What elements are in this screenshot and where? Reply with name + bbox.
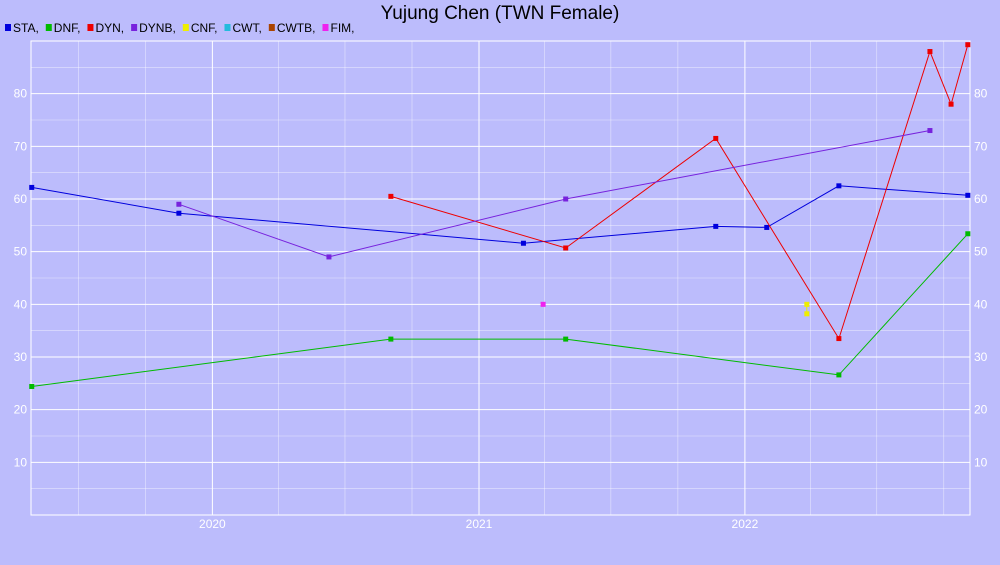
data-point — [836, 183, 842, 189]
data-point — [804, 301, 810, 307]
data-point — [713, 223, 719, 229]
y-tick-label-left: 20 — [14, 403, 28, 417]
legend-label: DYNB, — [139, 21, 176, 35]
data-point — [563, 196, 569, 202]
series-dnf — [29, 231, 971, 389]
y-tick-label-right: 20 — [974, 403, 988, 417]
data-point — [176, 201, 182, 207]
data-point — [764, 224, 770, 230]
y-tick-label-left: 60 — [14, 192, 28, 206]
x-tick-label: 2021 — [466, 517, 493, 531]
data-point — [927, 128, 933, 134]
legend-swatch — [322, 24, 329, 31]
data-point — [388, 336, 394, 342]
legend-swatch — [5, 24, 11, 31]
legend-swatch — [268, 24, 275, 31]
data-point — [326, 254, 332, 260]
data-point — [563, 245, 569, 251]
y-tick-label-right: 40 — [974, 297, 988, 311]
y-tick-label-left: 70 — [14, 139, 28, 153]
data-point — [540, 301, 546, 307]
chart-title: Yujung Chen (TWN Female) — [381, 3, 620, 24]
legend-label: DYN, — [95, 21, 124, 35]
y-tick-label-right: 30 — [974, 350, 988, 364]
data-point — [29, 184, 35, 190]
legend-swatch — [45, 24, 52, 31]
legend-swatch — [224, 24, 231, 31]
y-tick-label-left: 80 — [14, 87, 28, 101]
legend-label: DNF, — [54, 21, 81, 35]
y-tick-label-right: 50 — [974, 245, 988, 259]
data-point — [836, 372, 842, 378]
data-point — [965, 192, 971, 198]
y-tick-label-left: 50 — [14, 245, 28, 259]
data-point — [388, 193, 394, 199]
data-point — [29, 383, 35, 389]
y-tick-label-right: 10 — [974, 455, 988, 469]
y-tick-label-left: 30 — [14, 350, 28, 364]
data-point — [948, 101, 954, 107]
data-point — [804, 311, 810, 317]
x-tick-label: 2022 — [732, 517, 759, 531]
series-cnf — [804, 301, 810, 317]
series-line — [178, 130, 930, 258]
data-point — [176, 210, 182, 216]
data-point — [520, 240, 526, 246]
legend-swatch — [131, 24, 138, 31]
data-point — [927, 49, 933, 55]
data-point — [965, 231, 971, 237]
legend-swatch — [182, 24, 189, 31]
series-dynb — [176, 128, 933, 260]
legend-label: CWT, — [232, 21, 261, 35]
data-point — [965, 42, 971, 48]
legend-swatch — [87, 24, 94, 31]
y-tick-label-right: 80 — [974, 87, 988, 101]
series-layer — [29, 42, 971, 389]
legend: STA, DNF, DYN, DYNB, CNF, CWT, CWTB, FIM, — [5, 21, 354, 35]
data-point — [836, 336, 842, 342]
data-point — [563, 336, 569, 342]
y-tick-label-right: 70 — [974, 139, 988, 153]
grid — [31, 41, 970, 515]
x-tick-label: 2020 — [199, 517, 226, 531]
series-sta — [29, 183, 971, 246]
y-tick-label-left: 10 — [14, 455, 28, 469]
y-tick-label-right: 60 — [974, 192, 988, 206]
series-dyn — [388, 42, 971, 342]
y-tick-label-left: 40 — [14, 297, 28, 311]
legend-label: FIM, — [330, 21, 354, 35]
series-fim — [540, 301, 546, 307]
legend-label: CNF, — [191, 21, 218, 35]
data-point — [713, 135, 719, 141]
legend-label: STA, — [13, 21, 39, 35]
legend-label: CWTB, — [277, 21, 316, 35]
